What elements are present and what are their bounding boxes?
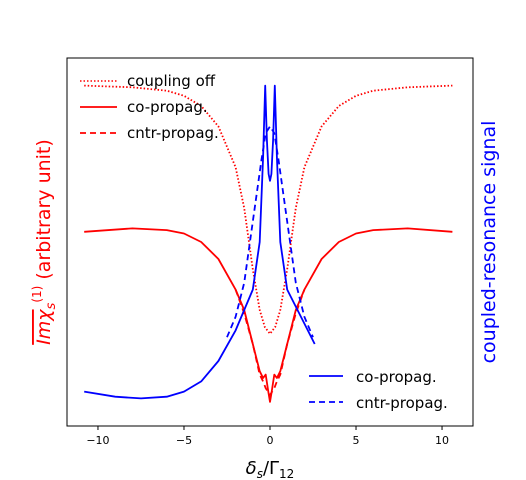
legend-lower-right: co-propag. cntr-propag. (309, 368, 448, 412)
blue-dashed-series-line (226, 125, 314, 338)
legend-label-cntr-propag-red: cntr-propag. (127, 124, 219, 142)
blue-solid-series-line (84, 84, 316, 400)
x-axis-label: δs/Γ12 (246, 458, 295, 480)
x-tick-label: 5 (353, 434, 360, 447)
legend-label-co-propag-red: co-propag. (127, 98, 208, 116)
y-axis-left-label: Imχs(1) (arbitrary unit) (30, 139, 59, 345)
red-series-group (84, 84, 453, 403)
red-dotted-series-line (84, 84, 453, 335)
red-dashed-series-line (234, 289, 306, 396)
legend-upper-left: coupling off co-propag. cntr-propag. (80, 72, 219, 142)
x-tick-label: 0 (267, 434, 274, 447)
legend-label-co-propag-blue: co-propag. (356, 368, 437, 386)
x-axis-ticks: −10 −5 0 5 10 (86, 426, 449, 447)
legend-label-cntr-propag-blue: cntr-propag. (356, 394, 448, 412)
y-axis-right-label: coupled-resonance signal (478, 121, 500, 364)
red-solid-series-line (84, 227, 453, 403)
legend-label-coupling-off: coupling off (127, 72, 216, 90)
x-tick-label: −5 (176, 434, 192, 447)
x-tick-label: 10 (435, 434, 449, 447)
x-tick-label: −10 (86, 434, 109, 447)
blue-series-group (84, 84, 316, 400)
